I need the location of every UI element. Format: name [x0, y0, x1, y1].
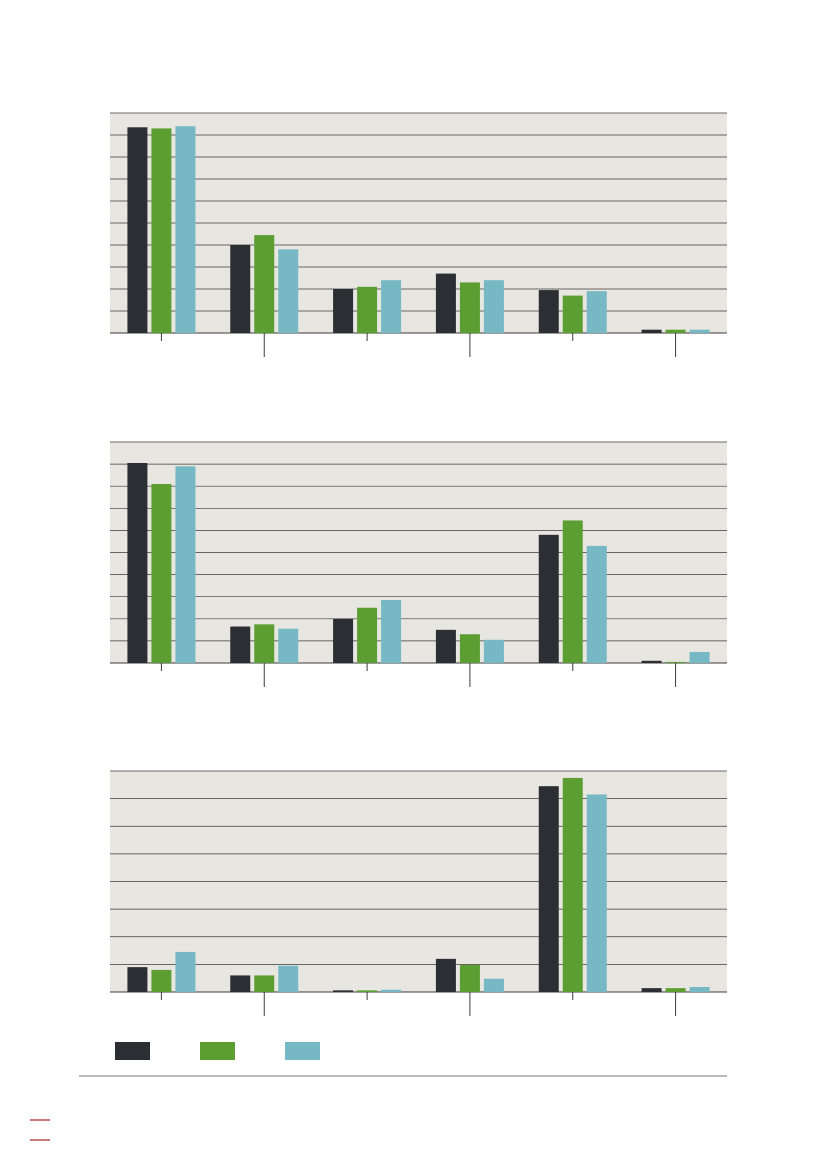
bar: [278, 249, 299, 333]
bar: [586, 545, 607, 663]
bar: [230, 975, 251, 992]
bar: [538, 786, 559, 992]
bar: [665, 661, 686, 663]
bar: [562, 520, 583, 663]
bar: [175, 951, 196, 992]
legend-swatch: [285, 1042, 320, 1060]
legend-swatch: [200, 1042, 235, 1060]
bar: [151, 128, 172, 333]
bar: [538, 534, 559, 663]
bar: [381, 989, 402, 992]
bar: [333, 618, 354, 663]
bar: [641, 988, 662, 992]
bar: [127, 127, 148, 333]
bar: [689, 651, 710, 663]
bar: [435, 958, 456, 992]
bar: [175, 466, 196, 663]
bar: [254, 975, 275, 992]
bar: [562, 295, 583, 333]
bar: [538, 290, 559, 333]
bar: [151, 969, 172, 992]
bar: [641, 660, 662, 663]
bar: [562, 777, 583, 992]
bar: [357, 286, 378, 333]
bar: [381, 280, 402, 333]
bar: [586, 794, 607, 992]
bar: [333, 990, 354, 992]
bar: [689, 329, 710, 333]
bar: [459, 282, 480, 333]
bar: [278, 965, 299, 992]
bar: [435, 273, 456, 333]
bar: [435, 629, 456, 663]
bar-chart-3: [110, 770, 727, 1016]
bar: [459, 964, 480, 992]
bar: [689, 987, 710, 992]
bar: [483, 639, 504, 663]
bar: [333, 289, 354, 333]
bar: [127, 462, 148, 663]
bar: [127, 967, 148, 992]
bar: [459, 634, 480, 663]
bar: [665, 988, 686, 992]
bar: [381, 600, 402, 663]
bar: [641, 329, 662, 333]
bar: [175, 126, 196, 333]
bar: [254, 624, 275, 663]
bar: [665, 329, 686, 333]
bar-chart-2: [110, 441, 727, 687]
bar: [278, 628, 299, 663]
bar-chart-1: [110, 112, 727, 357]
bar: [483, 978, 504, 992]
bar: [230, 245, 251, 333]
legend: [115, 1042, 320, 1060]
bar: [254, 235, 275, 333]
bar: [151, 483, 172, 663]
bar: [230, 626, 251, 663]
bar: [357, 607, 378, 663]
bar: [483, 280, 504, 333]
legend-swatch: [115, 1042, 150, 1060]
bar: [357, 990, 378, 992]
bar: [586, 291, 607, 333]
